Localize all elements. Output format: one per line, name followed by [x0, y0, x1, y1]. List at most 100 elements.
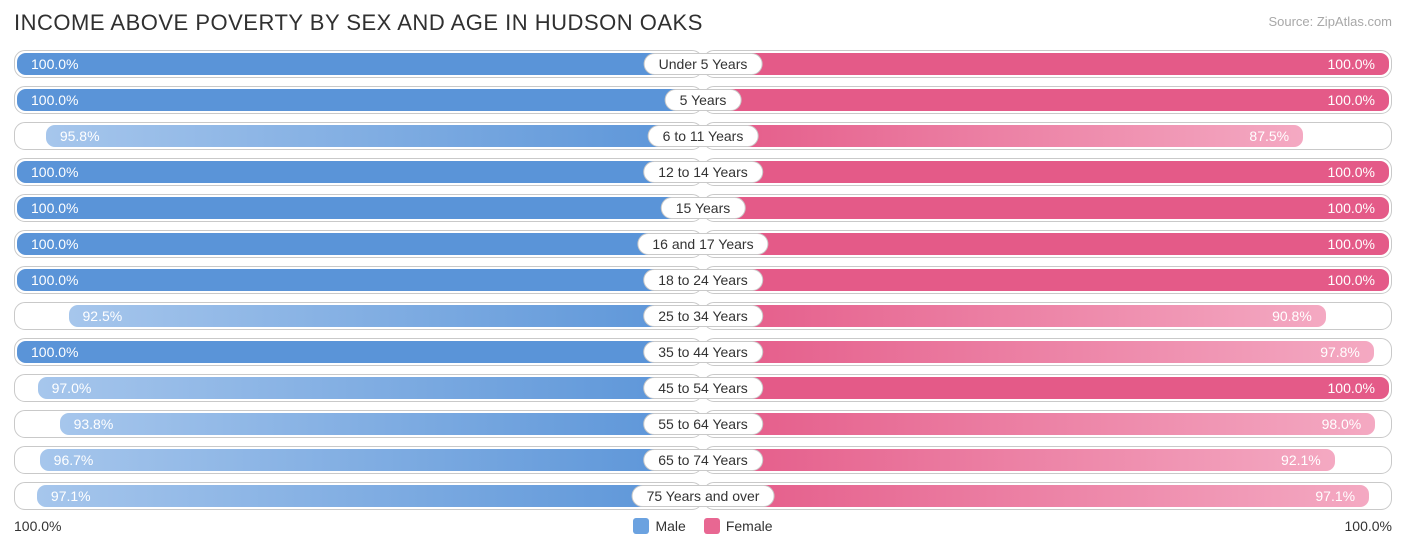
- category-pill: 35 to 44 Years: [643, 341, 763, 363]
- legend-female-swatch: [704, 518, 720, 534]
- male-track: 97.0%: [14, 374, 703, 402]
- male-bar: [38, 377, 700, 399]
- female-bar: [706, 485, 1369, 507]
- chart-row: 93.8% 98.0% 55 to 64 Years: [14, 410, 1392, 438]
- male-track: 92.5%: [14, 302, 703, 330]
- male-bar: [17, 89, 700, 111]
- chart-title: INCOME ABOVE POVERTY BY SEX AND AGE IN H…: [14, 10, 703, 36]
- chart-source: Source: ZipAtlas.com: [1268, 14, 1392, 29]
- category-pill: 75 Years and over: [632, 485, 775, 507]
- female-track: 100.0%: [703, 158, 1392, 186]
- female-bar: [706, 305, 1326, 327]
- male-track: 100.0%: [14, 230, 703, 258]
- female-track: 100.0%: [703, 194, 1392, 222]
- chart-row: 100.0% 100.0% 18 to 24 Years: [14, 266, 1392, 294]
- male-bar: [40, 449, 700, 471]
- female-track: 92.1%: [703, 446, 1392, 474]
- female-bar: [706, 197, 1389, 219]
- female-bar: [706, 89, 1389, 111]
- female-value-label: 100.0%: [1328, 272, 1375, 288]
- female-track: 90.8%: [703, 302, 1392, 330]
- legend-female: Female: [704, 518, 773, 534]
- category-pill: Under 5 Years: [644, 53, 763, 75]
- female-bar: [706, 53, 1389, 75]
- chart-row: 100.0% 100.0% 5 Years: [14, 86, 1392, 114]
- male-value-label: 100.0%: [31, 272, 78, 288]
- chart-header: INCOME ABOVE POVERTY BY SEX AND AGE IN H…: [14, 10, 1392, 36]
- male-bar: [17, 161, 700, 183]
- female-track: 97.8%: [703, 338, 1392, 366]
- male-track: 95.8%: [14, 122, 703, 150]
- female-track: 100.0%: [703, 50, 1392, 78]
- male-track: 100.0%: [14, 50, 703, 78]
- legend: Male Female: [633, 518, 772, 534]
- male-value-label: 95.8%: [60, 128, 100, 144]
- male-track: 100.0%: [14, 194, 703, 222]
- male-bar: [17, 233, 700, 255]
- male-bar: [60, 413, 700, 435]
- male-bar: [69, 305, 700, 327]
- category-pill: 6 to 11 Years: [648, 125, 759, 147]
- female-value-label: 100.0%: [1328, 164, 1375, 180]
- legend-male-swatch: [633, 518, 649, 534]
- female-bar: [706, 233, 1389, 255]
- female-track: 100.0%: [703, 374, 1392, 402]
- axis-left-label: 100.0%: [14, 518, 61, 534]
- legend-male: Male: [633, 518, 685, 534]
- chart-row: 100.0% 97.8% 35 to 44 Years: [14, 338, 1392, 366]
- chart-row: 100.0%100.0%12 to 14 Years: [14, 158, 1392, 186]
- chart-row: 100.0%100.0%15 Years: [14, 194, 1392, 222]
- female-value-label: 92.1%: [1281, 452, 1321, 468]
- chart-row: 92.5%90.8%25 to 34 Years: [14, 302, 1392, 330]
- female-track: 100.0%: [703, 230, 1392, 258]
- female-value-label: 97.8%: [1320, 344, 1360, 360]
- female-value-label: 100.0%: [1328, 200, 1375, 216]
- female-value-label: 100.0%: [1328, 92, 1375, 108]
- male-value-label: 93.8%: [74, 416, 114, 432]
- female-bar: [706, 161, 1389, 183]
- male-value-label: 96.7%: [54, 452, 94, 468]
- male-bar: [17, 197, 700, 219]
- male-track: 100.0%: [14, 266, 703, 294]
- male-bar: [37, 485, 700, 507]
- male-value-label: 97.0%: [52, 380, 92, 396]
- category-pill: 45 to 54 Years: [643, 377, 763, 399]
- male-track: 96.7%: [14, 446, 703, 474]
- male-bar: [17, 53, 700, 75]
- male-value-label: 100.0%: [31, 92, 78, 108]
- male-track: 100.0%: [14, 86, 703, 114]
- female-bar: [706, 125, 1303, 147]
- chart-row: 100.0%100.0%Under 5 Years: [14, 50, 1392, 78]
- chart-row: 97.0% 100.0%45 to 54 Years: [14, 374, 1392, 402]
- female-bar: [706, 269, 1389, 291]
- category-pill: 65 to 74 Years: [643, 449, 763, 471]
- female-value-label: 100.0%: [1328, 56, 1375, 72]
- male-value-label: 100.0%: [31, 164, 78, 180]
- female-track: 98.0%: [703, 410, 1392, 438]
- male-value-label: 100.0%: [31, 200, 78, 216]
- chart-row: 96.7% 92.1% 65 to 74 Years: [14, 446, 1392, 474]
- female-value-label: 98.0%: [1322, 416, 1362, 432]
- category-pill: 18 to 24 Years: [643, 269, 763, 291]
- female-value-label: 100.0%: [1328, 236, 1375, 252]
- male-track: 100.0%: [14, 158, 703, 186]
- female-bar: [706, 413, 1375, 435]
- male-bar: [46, 125, 700, 147]
- male-value-label: 97.1%: [51, 488, 91, 504]
- male-track: 97.1%: [14, 482, 703, 510]
- female-bar: [706, 449, 1335, 471]
- female-value-label: 97.1%: [1315, 488, 1355, 504]
- category-pill: 55 to 64 Years: [643, 413, 763, 435]
- female-track: 100.0%: [703, 86, 1392, 114]
- male-value-label: 100.0%: [31, 344, 78, 360]
- category-pill: 5 Years: [665, 89, 742, 111]
- female-track: 100.0%: [703, 266, 1392, 294]
- female-value-label: 87.5%: [1249, 128, 1289, 144]
- category-pill: 16 and 17 Years: [637, 233, 768, 255]
- female-track: 87.5%: [703, 122, 1392, 150]
- category-pill: 25 to 34 Years: [643, 305, 763, 327]
- legend-male-label: Male: [655, 518, 685, 534]
- chart-row: 95.8% 87.5% 6 to 11 Years: [14, 122, 1392, 150]
- male-track: 100.0%: [14, 338, 703, 366]
- legend-female-label: Female: [726, 518, 773, 534]
